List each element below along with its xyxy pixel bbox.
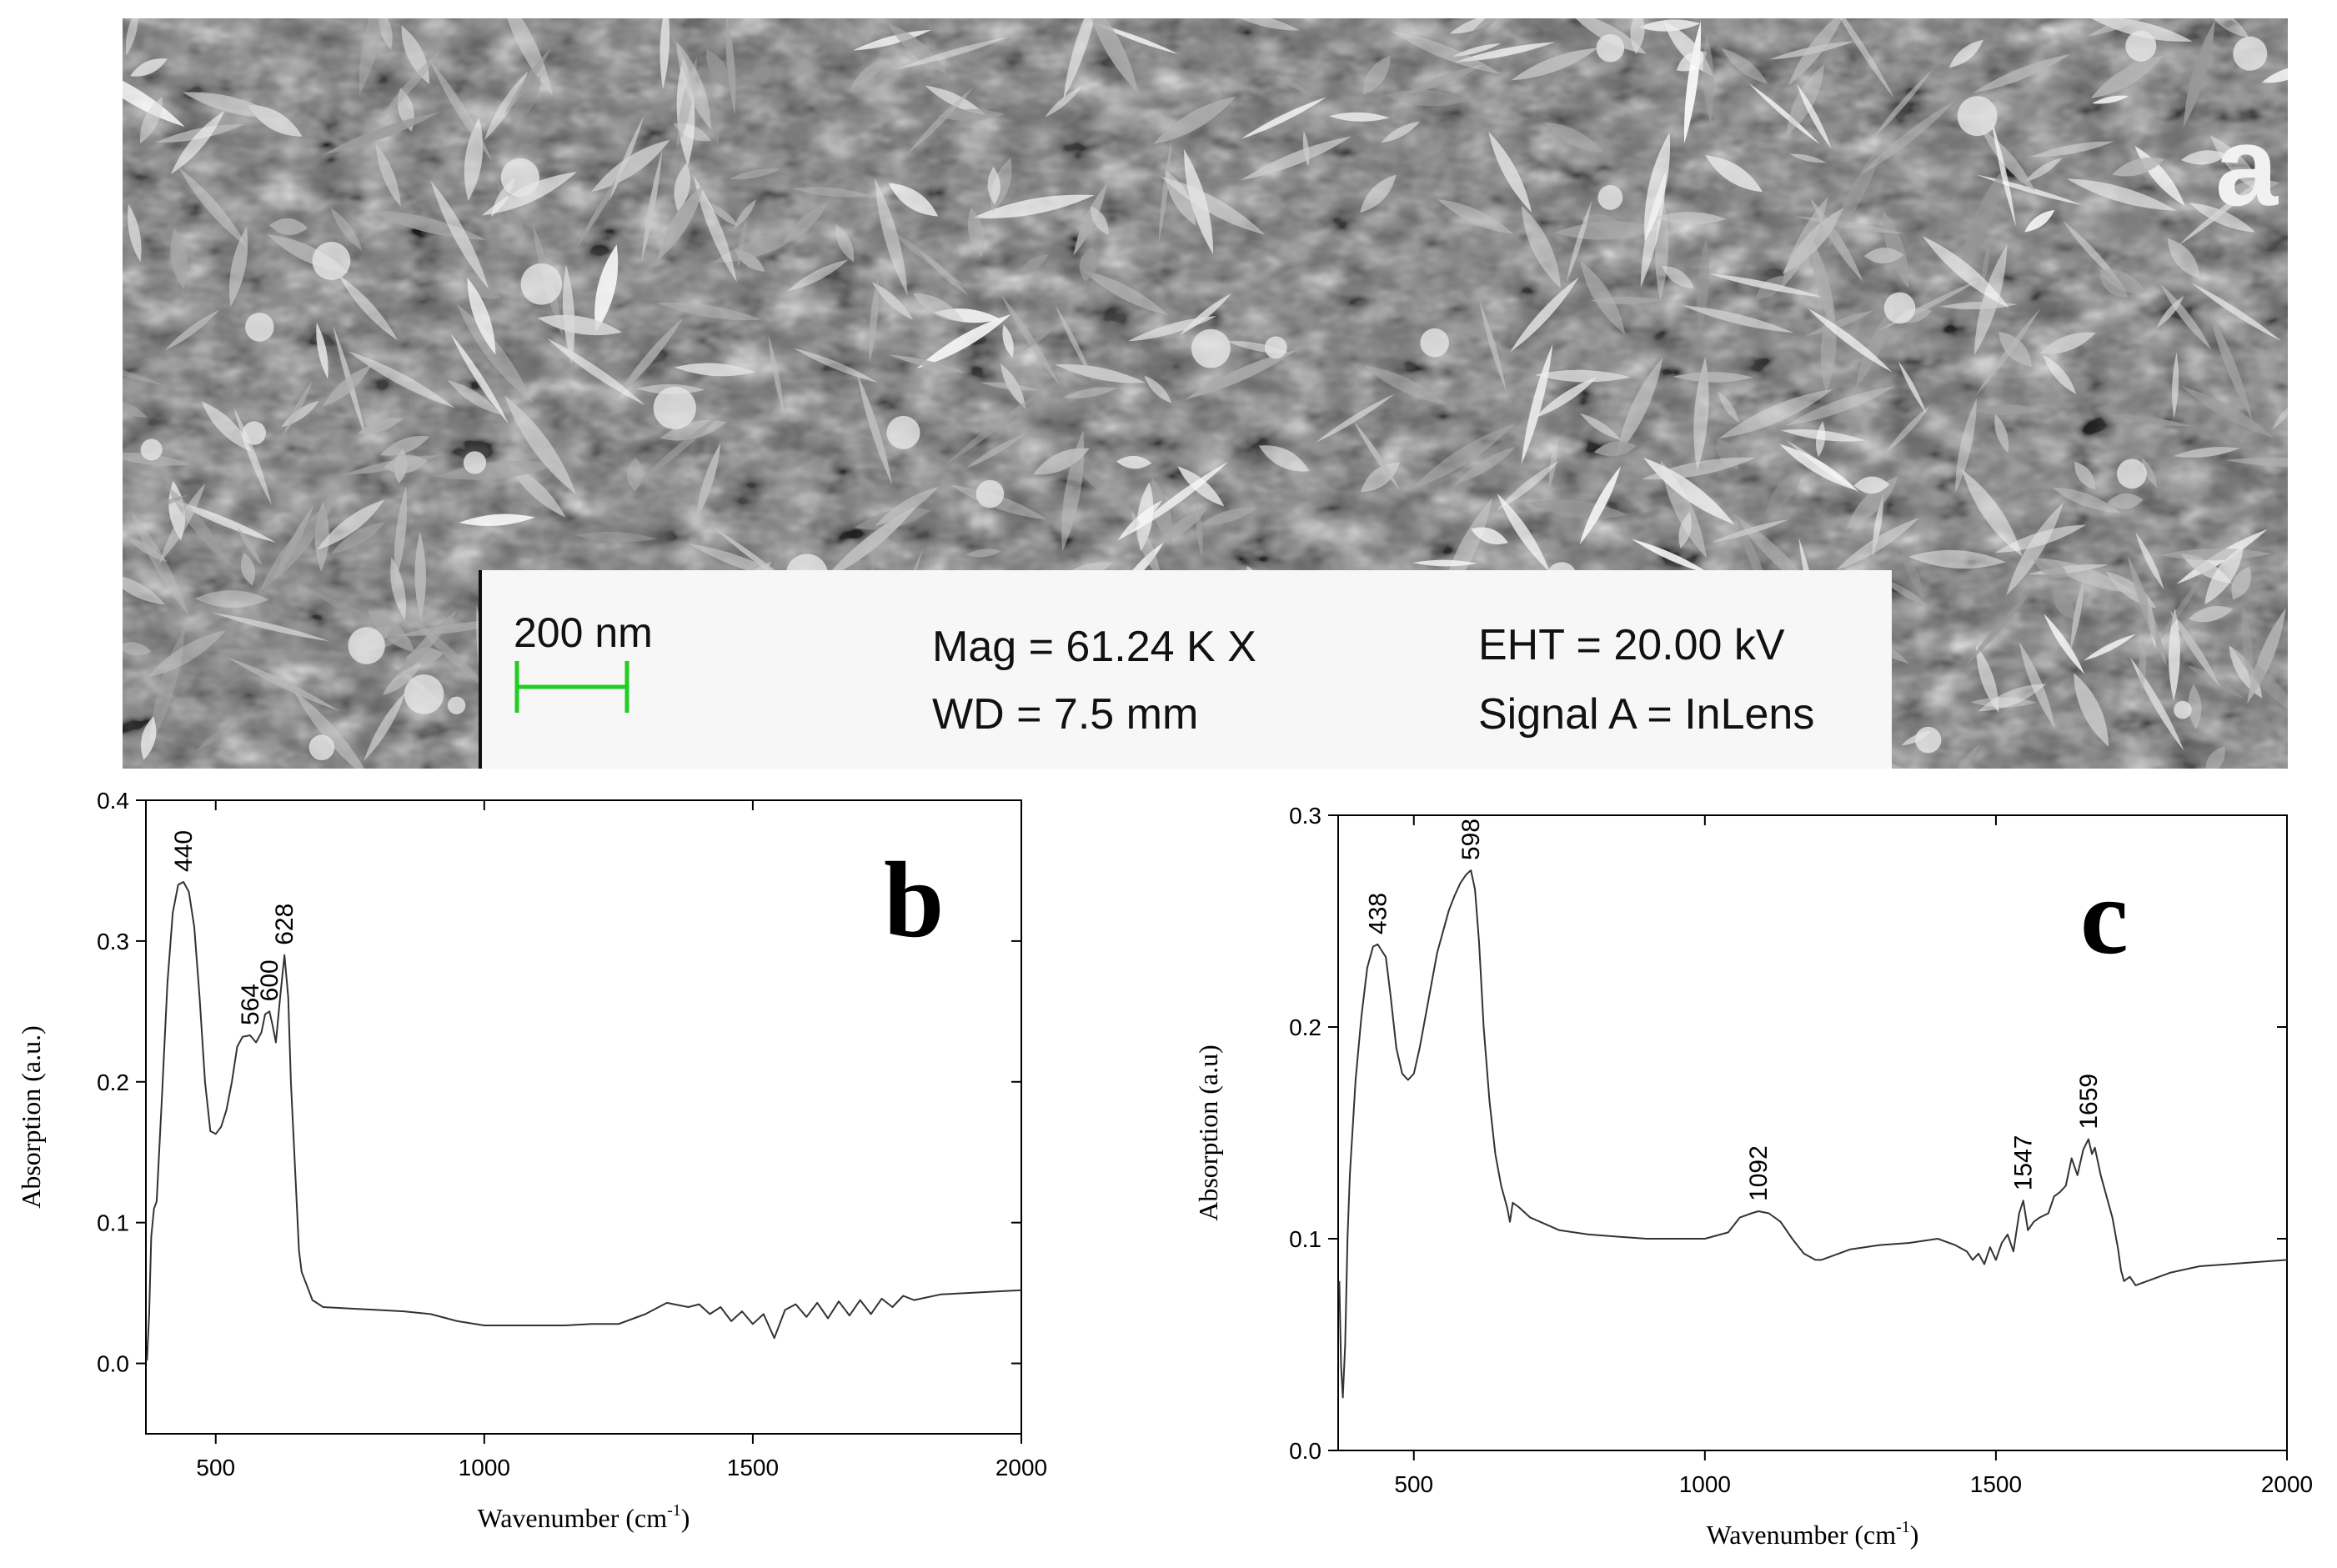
- x-tick-label: 500: [1394, 1471, 1433, 1497]
- peak-label: 628: [271, 904, 298, 945]
- sem-micrograph: a 200 nm Mag = 61.24 K X WD = 7.5 mm EHT…: [123, 18, 2288, 769]
- peak-label: 600: [256, 959, 283, 1001]
- y-axis-label: Absorption (a.u.): [16, 1025, 46, 1209]
- x-tick-label: 2000: [2261, 1471, 2313, 1497]
- y-tick-label: 0.3: [97, 929, 129, 954]
- scale-bar: [514, 661, 629, 713]
- peak-label: 564: [237, 984, 264, 1025]
- y-tick-label: 0.0: [1289, 1438, 1321, 1464]
- peak-label: 438: [1364, 893, 1392, 934]
- sem-info-panel: 200 nm Mag = 61.24 K X WD = 7.5 mm EHT =…: [479, 570, 1892, 769]
- peak-label: 440: [170, 830, 198, 872]
- peak-label: 598: [1457, 819, 1485, 860]
- peak-label: 1092: [1745, 1145, 1773, 1201]
- panel-letter-a: a: [2215, 103, 2279, 229]
- x-tick-label: 1500: [727, 1455, 779, 1480]
- x-axis-label: Wavenumber (cm-1): [478, 1501, 690, 1533]
- x-tick-label: 1000: [459, 1455, 510, 1480]
- absorption-line: [1338, 869, 2288, 1399]
- panel-letter-b: b: [884, 840, 945, 960]
- eht-readout: EHT = 20.00 kV: [1478, 621, 1785, 669]
- y-tick-label: 0.2: [97, 1070, 129, 1095]
- y-tick-label: 0.0: [97, 1351, 129, 1377]
- x-tick-label: 1000: [1679, 1471, 1731, 1497]
- plot-frame: [1337, 814, 2288, 1451]
- y-tick-label: 0.4: [97, 788, 129, 814]
- y-tick-label: 0.1: [1289, 1226, 1321, 1252]
- signal-readout: Signal A = InLens: [1478, 690, 1815, 739]
- working-distance-readout: WD = 7.5 mm: [932, 690, 1199, 739]
- x-axis-label: Wavenumber (cm-1): [1707, 1518, 1919, 1550]
- y-axis-label: Absorption (a.u): [1193, 1044, 1223, 1221]
- peak-label: 1547: [2010, 1135, 2038, 1191]
- absorption-line: [146, 881, 1022, 1361]
- x-tick-label: 500: [196, 1455, 235, 1480]
- y-tick-label: 0.1: [97, 1210, 129, 1236]
- ftir-chart-c: 500 1000 1500 2000 0.0 0.1 0.2 0.3 438 598 1092 154…: [1193, 803, 2313, 1550]
- scale-bar-label: 200 nm: [514, 609, 653, 656]
- magnification-readout: Mag = 61.24 K X: [932, 623, 1256, 671]
- plot-frame: [145, 799, 1022, 1435]
- x-tick-label: 2000: [995, 1455, 1047, 1480]
- y-tick-label: 0.2: [1289, 1014, 1321, 1040]
- y-tick-label: 0.3: [1289, 803, 1321, 829]
- peak-label: 1659: [2075, 1074, 2103, 1130]
- panel-letter-c: c: [2080, 857, 2129, 977]
- x-tick-label: 1500: [1970, 1471, 2022, 1497]
